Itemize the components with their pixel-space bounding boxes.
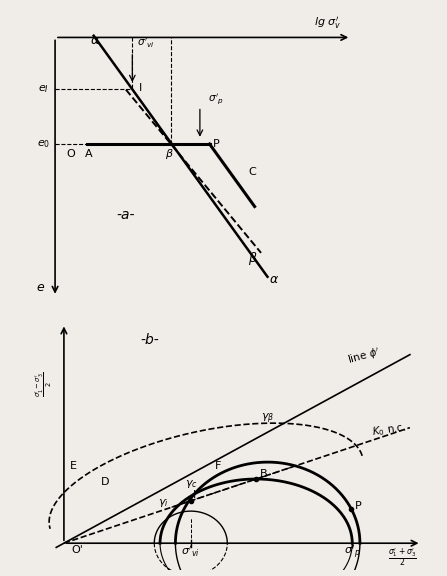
Text: P: P: [355, 501, 362, 511]
Text: O': O': [72, 545, 84, 555]
Text: $\sigma'_{vi}$: $\sigma'_{vi}$: [181, 544, 200, 559]
Text: D: D: [101, 476, 109, 487]
Text: I: I: [193, 490, 196, 500]
Text: I: I: [139, 83, 142, 93]
Text: E: E: [70, 461, 77, 471]
Text: $\sigma'_p$: $\sigma'_p$: [208, 91, 224, 105]
Text: $\gamma_\beta$: $\gamma_\beta$: [261, 411, 274, 426]
Text: $\frac{\sigma_1^{\prime}+\sigma_3^{\prime}}{2}$: $\frac{\sigma_1^{\prime}+\sigma_3^{\prim…: [388, 547, 417, 568]
Text: $\beta$: $\beta$: [248, 249, 258, 267]
Text: C: C: [248, 167, 256, 177]
Text: $\alpha$: $\alpha$: [269, 272, 279, 286]
Text: $K_0$ n.c.: $K_0$ n.c.: [371, 420, 408, 439]
Text: $e_0$: $e_0$: [37, 138, 51, 150]
Text: P: P: [213, 139, 219, 149]
Text: -b-: -b-: [141, 333, 160, 347]
Text: $\sigma'_p$: $\sigma'_p$: [344, 544, 361, 561]
Text: $\frac{\sigma_1^{\prime}-\sigma_3^{\prime}}{2}$: $\frac{\sigma_1^{\prime}-\sigma_3^{\prim…: [34, 372, 55, 397]
Text: lg $\sigma_v^{\prime}$: lg $\sigma_v^{\prime}$: [314, 15, 342, 31]
Text: $e$: $e$: [36, 281, 45, 294]
Text: B: B: [260, 469, 268, 479]
Text: $e_I$: $e_I$: [38, 84, 49, 95]
Text: line $\phi^{\prime}$: line $\phi^{\prime}$: [346, 346, 382, 368]
Text: A: A: [85, 149, 93, 159]
Text: -a-: -a-: [116, 208, 135, 222]
Text: F: F: [215, 461, 222, 471]
Text: $\gamma_c$: $\gamma_c$: [185, 478, 197, 490]
Text: $\gamma_i$: $\gamma_i$: [158, 497, 169, 509]
Text: $\alpha$: $\alpha$: [90, 35, 101, 47]
Text: O: O: [67, 149, 76, 159]
Text: $\sigma'_{vi}$: $\sigma'_{vi}$: [137, 36, 155, 50]
Text: $\beta$: $\beta$: [165, 147, 174, 161]
